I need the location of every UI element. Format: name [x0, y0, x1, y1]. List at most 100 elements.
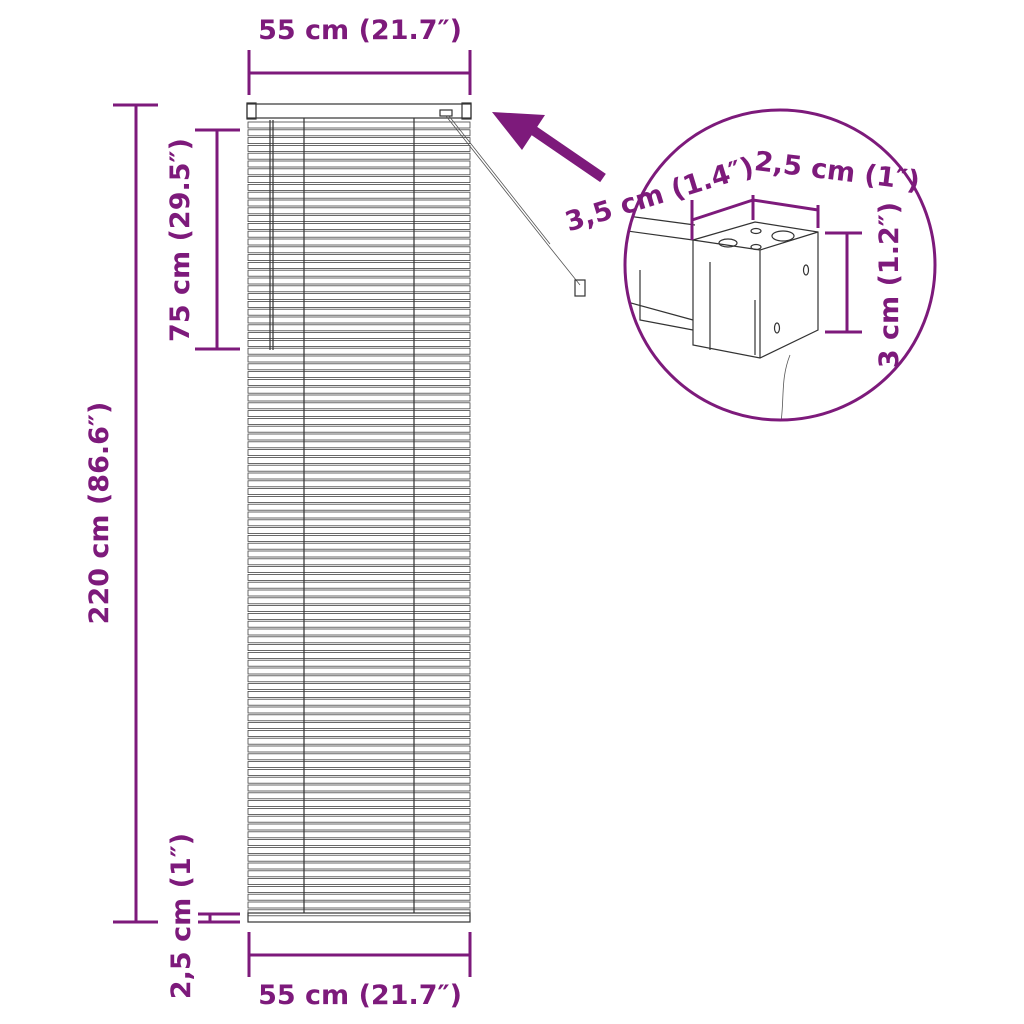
slat [247, 808, 471, 815]
slat [247, 363, 471, 371]
bottom-rail-dimension: 2,5 cm (1″) [166, 833, 240, 999]
bottom-rail-label: 2,5 cm (1″) [166, 833, 197, 999]
slat [247, 745, 471, 753]
slat [247, 402, 471, 410]
slat [247, 121, 471, 129]
slat [247, 683, 471, 690]
tilt-wand [445, 115, 581, 286]
slat [247, 464, 471, 472]
slat [247, 652, 471, 659]
slat [247, 433, 471, 441]
slat [247, 878, 471, 885]
slat [247, 300, 471, 308]
slat [247, 480, 471, 488]
arrow-up-left-icon [492, 112, 606, 183]
slat [247, 574, 471, 581]
slat [247, 207, 471, 215]
slat [247, 215, 471, 223]
slat [247, 714, 471, 722]
slat [247, 566, 471, 573]
slat [247, 698, 471, 706]
slat [247, 854, 471, 862]
slat [247, 769, 471, 776]
top-width-label: 55 cm (21.7″) [258, 15, 462, 46]
slat [247, 886, 471, 893]
slat [247, 675, 471, 683]
cord-length-dimension: 75 cm (29.5″) [165, 128, 240, 351]
headrail-height-label: 3 cm (1.2″) [874, 202, 905, 368]
top-width-dimension: 55 cm (21.7″) [247, 15, 472, 95]
slat [247, 581, 471, 589]
total-height-dimension: 220 cm (86.6″) [84, 103, 158, 924]
slat [247, 519, 471, 527]
slat [247, 394, 471, 402]
slat [247, 183, 471, 191]
slat [247, 558, 471, 566]
slat [247, 792, 471, 800]
slat [247, 222, 471, 230]
slat [247, 737, 471, 745]
slat [247, 589, 471, 597]
ladder-strings [303, 118, 415, 913]
slat [247, 800, 471, 807]
bottom-width-label: 55 cm (21.7″) [258, 980, 462, 1011]
slat [247, 410, 471, 418]
slat [247, 488, 471, 496]
slat [247, 636, 471, 644]
slat [247, 870, 471, 878]
slat [247, 269, 471, 277]
slat [247, 776, 471, 784]
slat [247, 254, 471, 262]
slat [247, 847, 471, 854]
slat [247, 667, 471, 675]
slat [247, 160, 471, 168]
slat [247, 535, 471, 542]
slat [247, 176, 471, 184]
slat [247, 901, 471, 909]
slat [247, 371, 471, 379]
slat [247, 449, 471, 457]
slat [247, 620, 471, 628]
headrail-width-label: 2,5 cm (1″) [753, 146, 922, 197]
slat [247, 339, 471, 347]
slat [247, 277, 471, 285]
slat [247, 527, 471, 534]
slat [247, 893, 471, 901]
slat [247, 152, 471, 160]
slats [247, 121, 471, 917]
slat [247, 199, 471, 207]
slat [247, 659, 471, 667]
slat [247, 355, 471, 363]
headrail-detail: 3,5 cm (1.4″) 2,5 cm (1″) 3 cm (1.2″) [562, 108, 937, 422]
slat [247, 862, 471, 870]
slat [247, 168, 471, 176]
slat [247, 706, 471, 714]
slat [247, 472, 471, 480]
slat [247, 753, 471, 761]
slat [247, 230, 471, 238]
slat [247, 324, 471, 332]
slat [247, 261, 471, 269]
slat [247, 831, 471, 839]
slat [247, 550, 471, 558]
wand-clip [574, 279, 586, 297]
cord-length-label: 75 cm (29.5″) [165, 138, 196, 342]
slat [247, 129, 471, 137]
slat [247, 761, 471, 768]
slat [247, 628, 471, 636]
slat [247, 386, 471, 394]
headrail [246, 103, 472, 119]
slat [247, 495, 471, 503]
slat [247, 605, 471, 612]
total-height-label: 220 cm (86.6″) [84, 402, 115, 625]
slat [247, 839, 471, 846]
slat [247, 613, 471, 620]
slat [247, 542, 471, 550]
slat [247, 456, 471, 464]
slat [247, 815, 471, 823]
pull-cord [269, 120, 274, 350]
slat [247, 378, 471, 386]
blind [246, 102, 586, 923]
slat [247, 144, 471, 152]
